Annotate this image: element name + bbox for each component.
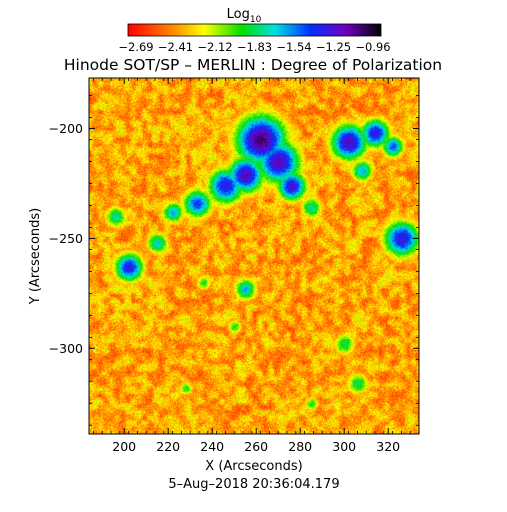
colorbar-tick-label: −1.83 [237, 40, 272, 54]
colorbar-tick-label: −1.25 [316, 40, 351, 54]
x-tick-label: 300 [332, 439, 356, 454]
colorbar-tick-label: −2.69 [118, 40, 153, 54]
x-axis-label: X (Arcseconds) [205, 459, 302, 474]
colorbar-tick-label: −1.54 [276, 40, 311, 54]
colorbar-tick-label: −2.12 [197, 40, 232, 54]
chart-title: Hinode SOT/SP – MERLIN : Degree of Polar… [64, 56, 442, 74]
colorbar-tick-label: −2.41 [158, 40, 193, 54]
x-tick-label: 280 [288, 439, 312, 454]
y-tick-label: −300 [49, 341, 83, 356]
axes: 200 220 240 260 280 300 320 −200 −250 −300 [49, 78, 420, 454]
colorbar [127, 23, 382, 37]
y-tick-label: −200 [49, 121, 83, 136]
x-tick-label: 220 [156, 439, 180, 454]
x-tick-label: 260 [244, 439, 268, 454]
y-tick-label: −250 [49, 231, 83, 246]
x-tick-label: 320 [376, 439, 400, 454]
y-axis-label: Y (Arcseconds) [28, 208, 43, 305]
x-tick-label: 200 [112, 439, 136, 454]
x-tick-label: 240 [200, 439, 224, 454]
colorbar-ticks: −2.69 −2.41 −2.12 −1.83 −1.54 −1.25 −0.96 [118, 40, 390, 54]
plot-image [89, 78, 419, 434]
timestamp: 5–Aug–2018 20:36:04.179 [168, 477, 339, 492]
colorbar-tick-label: −0.96 [355, 40, 390, 54]
colorbar-label: Log10 [227, 7, 262, 25]
plot-frame [88, 77, 420, 435]
